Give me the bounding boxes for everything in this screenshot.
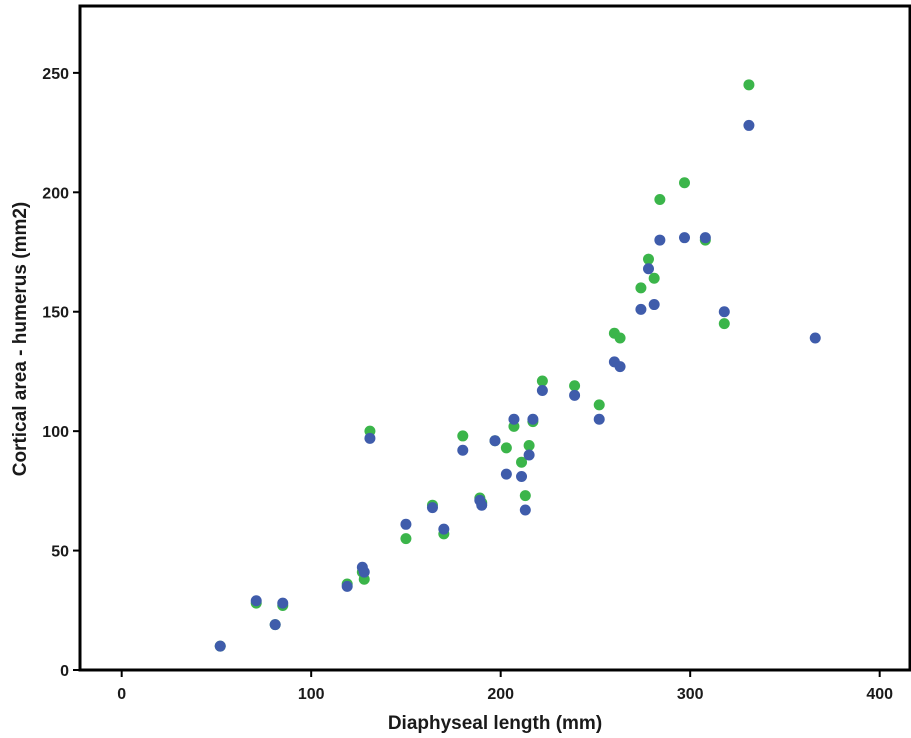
x-tick-label: 100 [298,686,325,703]
data-point [341,580,353,592]
data-point [642,253,654,265]
data-point [743,119,755,131]
data-point [648,299,660,311]
data-point [593,399,605,411]
data-point [269,619,281,631]
data-point [489,435,501,447]
data-point [476,499,488,511]
axis-ticks: 0 100 200 300 400 0 50 100 150 200 250 [42,66,893,703]
data-point [358,566,370,578]
data-point [214,640,226,652]
data-point [516,471,528,483]
data-point [569,380,581,392]
series-1 [214,119,821,652]
x-tick-label: 200 [487,686,514,703]
data-point [809,332,821,344]
data-point [743,79,755,91]
data-point [400,518,412,530]
y-tick-label: 200 [42,185,69,202]
data-point [654,234,666,246]
data-point [250,595,262,607]
data-point [519,490,531,502]
y-tick-label: 250 [42,66,69,83]
data-point [678,177,690,189]
data-point [457,430,469,442]
data-point [642,263,654,275]
data-point [648,272,660,284]
data-point [678,232,690,244]
y-tick-label: 0 [60,663,69,680]
y-tick-label: 50 [51,544,69,561]
data-point [569,389,581,401]
y-axis-title: Cortical area - humerus (mm2) [10,202,31,477]
data-point [614,332,626,344]
data-point [500,468,512,480]
data-point [654,193,666,205]
x-tick-label: 400 [866,686,893,703]
data-point [718,306,730,318]
data-point [593,413,605,425]
data-point [364,432,376,444]
data-point [277,597,289,609]
x-axis-title: Diaphyseal length (mm) [388,713,602,734]
data-point [400,533,412,545]
data-point [523,449,535,461]
x-tick-label: 0 [117,686,126,703]
y-tick-label: 100 [42,424,69,441]
y-tick-label: 150 [42,305,69,322]
data-point [635,303,647,315]
data-point [457,444,469,456]
data-point [527,413,539,425]
plot-frame [78,4,911,672]
data-point [635,282,647,294]
data-point [614,361,626,373]
data-point [519,504,531,516]
x-tick-label: 300 [677,686,704,703]
data-point [536,385,548,397]
data-point [523,439,535,451]
data-point [500,442,512,454]
data-point [699,232,711,244]
data-point [536,375,548,387]
data-point [516,456,528,468]
data-point [508,413,520,425]
data-point [426,502,438,514]
data-point [718,318,730,330]
data-points [214,79,821,652]
data-point [438,523,450,535]
